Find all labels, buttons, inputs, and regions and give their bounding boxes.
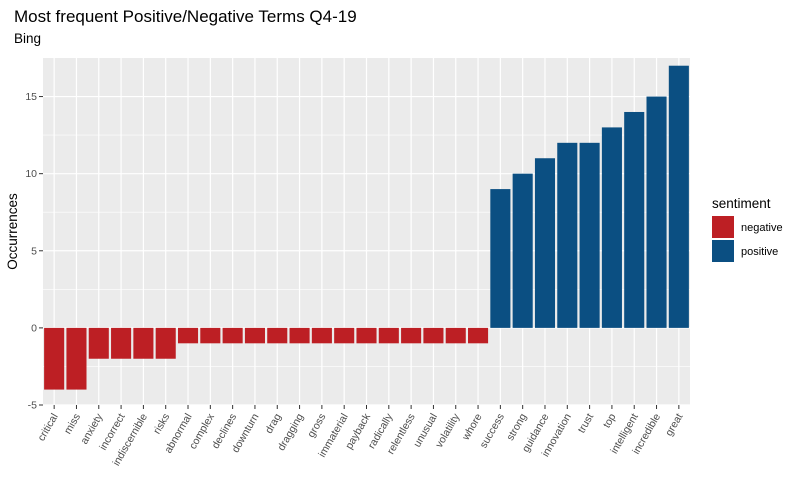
bar-downturn [244, 327, 265, 344]
y-axis: -5 0 5 10 15 [25, 91, 43, 412]
legend-label-negative: negative [741, 222, 783, 234]
bars [44, 65, 689, 390]
legend-key-negative [712, 216, 734, 238]
legend-title: sentiment [712, 196, 771, 211]
legend-key-positive [712, 240, 734, 262]
legend-label-positive: positive [741, 246, 778, 258]
x-tick-label: risks [151, 412, 172, 437]
bar-immaterial [334, 327, 355, 344]
x-tick-label: miss [62, 412, 83, 437]
y-tick-label: 15 [25, 91, 37, 103]
bar-dragging [289, 327, 310, 344]
bar-payback [356, 327, 377, 344]
bar-intelligent [624, 111, 645, 328]
bar-abnormal [177, 327, 199, 344]
bar-radically [378, 327, 399, 344]
bar-success [490, 189, 511, 328]
bar-volatility [445, 327, 466, 344]
x-tick-label: great [663, 411, 685, 438]
legend: sentiment negative positive [712, 196, 783, 262]
bar-drag [267, 327, 288, 344]
bar-whore [468, 327, 489, 344]
chart-title: Most frequent Positive/Negative Terms Q4… [14, 7, 357, 26]
bar-gross [311, 327, 332, 344]
bar-incredible [646, 96, 667, 328]
x-tick-label: gross [305, 412, 328, 440]
y-tick-label: -5 [28, 400, 37, 412]
bar-trust [579, 142, 600, 328]
bar-anxiety [88, 327, 109, 359]
x-axis: critical missanxietyincorrectindiscernibl… [35, 405, 685, 468]
bar-miss [66, 327, 87, 390]
x-tick-label: critical [35, 412, 60, 444]
y-tick-label: 0 [31, 322, 37, 334]
x-tick-label: top [601, 411, 619, 430]
bar-strong [512, 173, 533, 328]
bar-great [668, 65, 689, 328]
bar-incorrect [111, 327, 132, 359]
y-tick-label: 10 [25, 168, 37, 180]
bar-indiscernible [133, 327, 154, 359]
x-tick-label: trust [576, 411, 597, 435]
bar-guidance [534, 158, 556, 328]
bar-complex [200, 327, 221, 344]
bar-innovation [557, 142, 578, 328]
bar-risks [155, 327, 176, 359]
bar-relentless [401, 327, 422, 344]
chart-subtitle: Bing [14, 31, 41, 46]
bar-critical [44, 327, 65, 390]
y-tick-label: 5 [31, 245, 37, 257]
bar-top [601, 127, 622, 328]
bar-unusual [423, 327, 444, 344]
x-tick-label: drag [263, 411, 284, 435]
bar-declines [222, 327, 243, 344]
y-axis-title: Occurrences [5, 193, 20, 270]
